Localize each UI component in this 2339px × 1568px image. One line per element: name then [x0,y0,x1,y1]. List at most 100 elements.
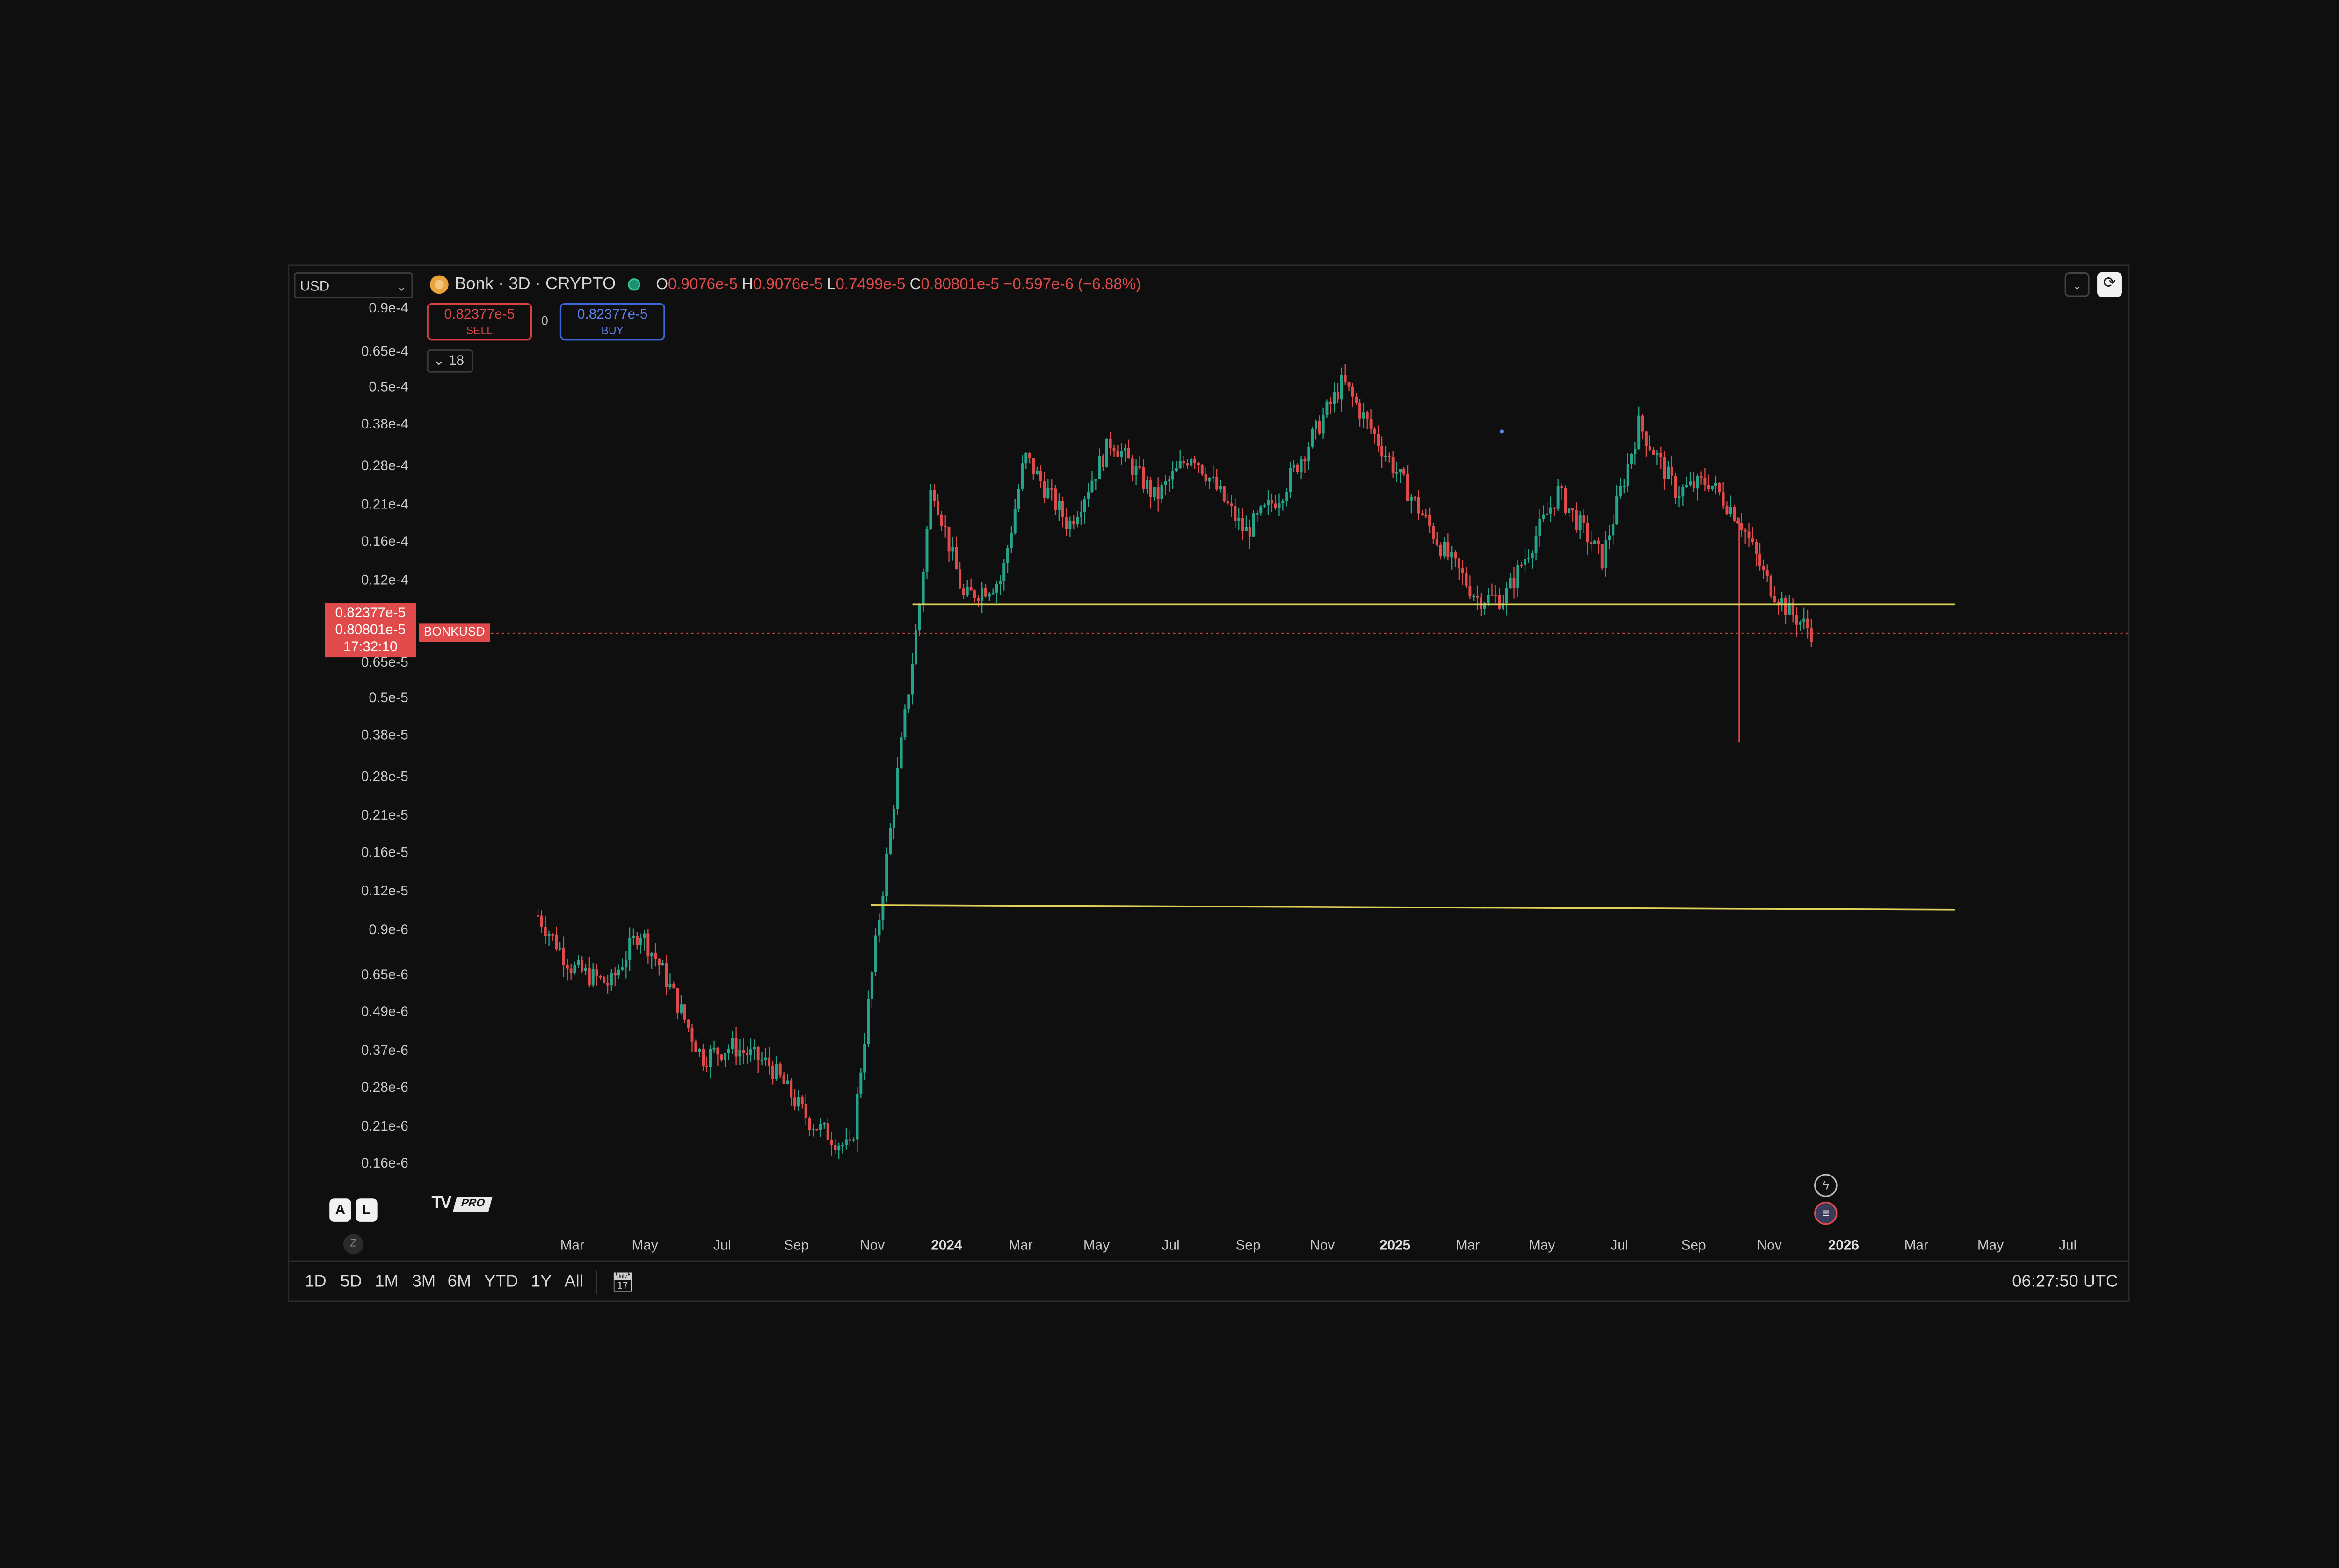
candle-up [1006,548,1010,563]
candle-up [856,1094,859,1140]
change-value: −0.597e-6 (−6.88%) [1003,276,1141,293]
candle-down [1751,538,1754,542]
candle-down [1373,428,1376,434]
candle-up [1175,468,1178,472]
range-button-1d[interactable]: 1D [305,1272,327,1292]
candle-down [1435,539,1438,545]
candle-down [1762,566,1765,570]
range-button-all[interactable]: All [564,1272,583,1292]
candle-up [1307,446,1310,462]
candle-down [1600,544,1604,568]
candle-up [918,605,921,631]
clock: 06:27:50 UTC [2012,1272,2118,1292]
candle-up [1171,471,1175,480]
candle-up [1472,596,1475,597]
last-price-label: 0.80801e-5 [335,622,406,638]
candle-up [874,935,877,972]
low-value: 0.7499e-5 [835,276,906,293]
time-axis-tick: 2026 [1828,1237,1859,1253]
collapse-indicators-button[interactable]: ⌄ 18 [427,349,473,373]
candle-up [643,933,646,938]
candle-up [896,768,899,810]
candle-down [1663,457,1666,479]
symbol-title[interactable]: Bonk · 3D · CRYPTO [454,275,616,294]
candle-down [1050,488,1053,490]
candle-up [922,571,925,606]
candle-up [841,1145,844,1147]
reset-scale-button[interactable]: Z [343,1234,363,1255]
candle-up [1729,507,1732,514]
lightning-icon[interactable]: ϟ [1814,1174,1838,1197]
candle-down [1725,505,1729,514]
candle-up [738,1050,741,1057]
sell-button[interactable]: 0.82377e-5 SELL [427,303,532,341]
candle-up [1340,375,1343,400]
time-axis-tick: May [632,1237,658,1253]
price-axis-tick: 0.5e-4 [369,378,408,395]
horizontal-line-lower[interactable] [871,904,1955,911]
range-button-ytd[interactable]: YTD [484,1272,518,1292]
candle-down [734,1038,738,1057]
candle-down [1590,542,1593,544]
candle-up [878,920,881,936]
candle-up [668,983,672,987]
candle-up [881,896,885,920]
candle-down [1109,438,1112,448]
candle-down [665,963,668,987]
ask-price-label: 0.82377e-5 [335,604,406,620]
candle-down [947,526,951,552]
candle-up [584,967,587,971]
range-button-6m[interactable]: 6M [447,1272,472,1292]
candle-down [562,947,565,965]
candle-up [1024,453,1028,464]
price-axis-tick: 0.28e-5 [361,769,408,784]
auto-scale-button[interactable]: A [329,1198,351,1222]
candle-down [1652,450,1655,455]
candle-up [1098,456,1101,479]
candle-down [1431,526,1435,539]
range-button-1m[interactable]: 1M [375,1272,399,1292]
candle-up [1542,514,1545,519]
candle-down [1806,618,1809,629]
candle-down [1700,476,1703,478]
candle-up [1443,542,1446,557]
currency-select[interactable]: USD ⌄ [294,272,413,299]
log-scale-button[interactable]: L [356,1198,378,1222]
candle-down [694,1041,697,1052]
candle-up [1325,401,1329,416]
candle-down [1193,459,1197,463]
candle-up [1395,472,1398,474]
flag-icon[interactable]: ≡ [1814,1201,1838,1225]
candle-up [892,809,895,828]
candle-down [1670,466,1673,476]
buy-button[interactable]: 0.82377e-5 BUY [559,303,665,341]
candle-down [1303,459,1307,462]
candle-down [1494,595,1497,596]
candle-up [731,1038,734,1049]
candle-down [1733,507,1736,521]
low-label: L [827,276,836,293]
candle-down [1116,451,1119,457]
candle-up [1619,486,1622,497]
candle-down [826,1123,829,1140]
candle-up [1017,488,1020,509]
candle-down [1387,455,1391,457]
close-value: 0.80801e-5 [921,276,999,293]
candle-up [1168,479,1171,481]
candle-up [822,1123,826,1125]
range-button-3m[interactable]: 3M [412,1272,436,1292]
candle-up [1256,513,1259,515]
range-button-5d[interactable]: 5D [340,1272,362,1292]
fullscreen-icon[interactable]: ⟳ [2097,272,2122,297]
candle-up [1630,454,1633,464]
candle-down [1296,464,1299,472]
candle-down [1149,480,1152,497]
tradingview-logo[interactable]: TV PRO [431,1194,493,1212]
calendar-icon[interactable]: 📅︎ [610,1271,635,1293]
candle-down [1747,531,1751,539]
arrow-down-icon[interactable]: ↓ [2064,272,2090,297]
candle-up [1219,486,1222,490]
range-button-1y[interactable]: 1Y [530,1272,552,1292]
time-axis-tick: Jul [1610,1237,1628,1253]
